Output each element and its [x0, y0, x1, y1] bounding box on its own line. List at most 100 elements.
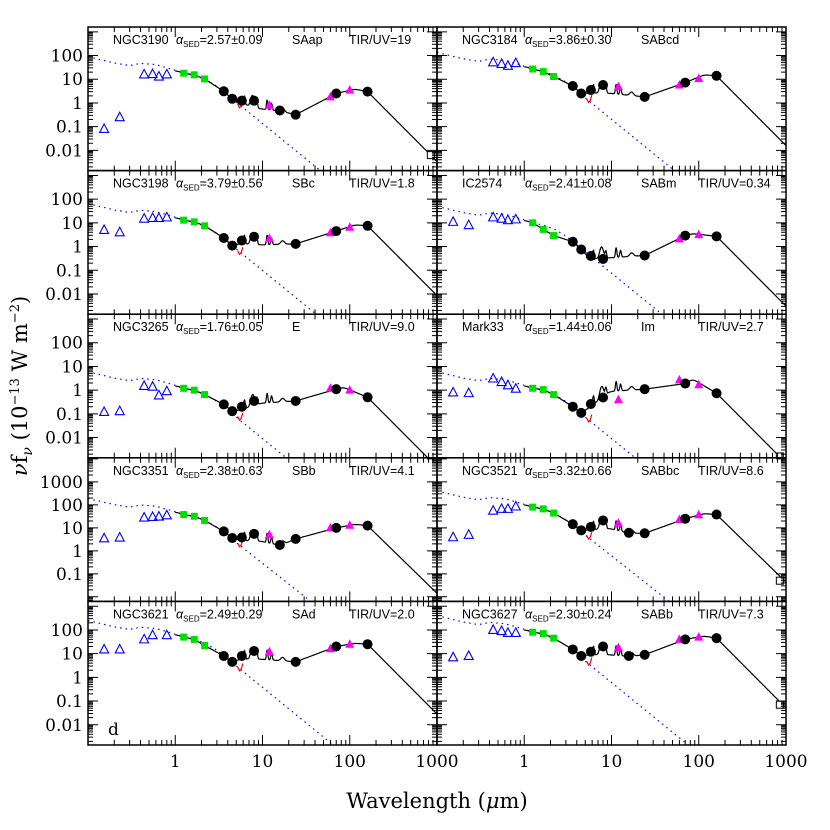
- spitzer-point: [567, 401, 578, 412]
- spitzer-point: [331, 226, 342, 237]
- galaxy-name: NGC3351: [113, 464, 169, 478]
- tir-uv-ratio: TIR/UV=7.3: [698, 607, 764, 621]
- axis-ticks: [87, 170, 438, 315]
- nir-point: [190, 218, 198, 226]
- alpha-sed-label: αSED=2.30±0.24: [525, 607, 611, 623]
- spitzer-point: [639, 528, 650, 539]
- uv-optical-point: [153, 211, 165, 223]
- tir-uv-ratio: TIR/UV=2.0: [349, 607, 415, 621]
- panel-frame: [87, 26, 438, 172]
- panel-frame: [87, 313, 438, 459]
- nir-point: [529, 503, 537, 511]
- plot-area: [437, 371, 784, 458]
- y-tick-label: 1: [72, 94, 83, 114]
- iras-point: [613, 81, 623, 91]
- nir-point: [550, 634, 558, 642]
- alpha-sed-label: αSED=2.57±0.09: [176, 33, 262, 49]
- spitzer-point: [362, 520, 373, 531]
- spitzer-point: [218, 86, 229, 97]
- axis-ticks: [436, 314, 787, 458]
- y-tick-label: 0.1: [56, 565, 83, 585]
- galaxy-name: NGC3621: [113, 607, 169, 621]
- uv-optical-point: [447, 531, 459, 542]
- uv-optical-point: [147, 380, 159, 391]
- spitzer-point: [249, 95, 260, 106]
- alpha-sed-label: αSED=1.44±0.06: [525, 320, 611, 336]
- axis-ticks: [436, 170, 787, 315]
- spitzer-point: [576, 525, 587, 536]
- uv-optical-point: [496, 375, 508, 387]
- uv-optical-point: [502, 59, 514, 70]
- sed-panel-IC2574: IC2574 αSED=2.41±0.08 SABm TIR/UV=0.34: [436, 169, 787, 315]
- sed-panel-NGC3627: NGC3627 αSED=2.30±0.24 SABb TIR/UV=7.3 1 10 10…: [436, 600, 808, 772]
- spitzer-point: [236, 95, 247, 106]
- spitzer-point: [623, 650, 634, 661]
- x-tick-label: 100: [334, 752, 366, 772]
- y-tick-label: 1: [72, 668, 83, 688]
- submm-point: [775, 452, 784, 458]
- stellar-model-curve: [437, 205, 663, 315]
- y-tick-label: 0.01: [45, 429, 83, 449]
- spitzer-point: [639, 250, 650, 261]
- iras-point: [264, 529, 274, 539]
- y-tick-label: 10: [61, 519, 83, 539]
- spitzer-point: [236, 532, 247, 543]
- axis-ticks: [87, 27, 438, 171]
- stellar-model-curve: [88, 619, 335, 746]
- spitzer-point: [680, 378, 691, 389]
- spitzer-point: [567, 519, 578, 530]
- sed-model-curve: [175, 385, 429, 458]
- spitzer-point: [227, 656, 238, 667]
- uv-optical-point: [114, 111, 126, 122]
- morphology-type: SABcd: [641, 33, 679, 47]
- y-tick-label: 100: [51, 496, 83, 516]
- spitzer-point: [711, 70, 722, 81]
- spitzer-point: [218, 650, 229, 661]
- spitzer-point: [227, 93, 238, 104]
- sed-model-curve: [175, 511, 437, 595]
- uv-optical-point: [153, 510, 165, 521]
- spitzer-point: [576, 650, 587, 661]
- stellar-model-curve: [88, 203, 318, 315]
- panel-frame: [436, 313, 787, 459]
- uv-optical-point: [487, 504, 499, 515]
- stellar-model-curve: [437, 371, 637, 458]
- x-tick-label: 1000: [764, 752, 807, 772]
- y-tick-label: 100: [51, 47, 83, 67]
- spitzer-point: [290, 238, 301, 249]
- morphology-type: SBb: [292, 464, 316, 478]
- iras-point: [613, 518, 623, 527]
- spitzer-point: [598, 253, 609, 264]
- spitzer-point: [680, 634, 691, 645]
- nir-point: [201, 642, 209, 650]
- nir-point: [190, 512, 198, 520]
- sed-panel-Mark33: Mark33 αSED=1.44±0.06 Im TIR/UV=2.7: [436, 313, 787, 459]
- uv-optical-point: [153, 70, 165, 81]
- iras-point: [345, 385, 355, 394]
- stellar-model-curve: [88, 371, 288, 458]
- alt-model-segment: [237, 663, 244, 672]
- spitzer-point: [576, 244, 587, 255]
- uv-optical-point: [510, 500, 522, 511]
- tir-uv-ratio: TIR/UV=8.6: [698, 464, 764, 478]
- iras-point: [264, 233, 274, 242]
- morphology-type: SABb: [641, 607, 673, 621]
- spitzer-point: [249, 395, 260, 406]
- alpha-sed-label: αSED=2.38±0.63: [176, 464, 262, 480]
- spitzer-point: [290, 656, 301, 667]
- y-tick-label: 0.1: [56, 692, 83, 712]
- iras-point: [345, 85, 355, 94]
- y-tick-label: 10: [61, 645, 83, 665]
- alt-model-segment: [237, 247, 244, 256]
- alpha-sed-label: αSED=2.41±0.08: [525, 177, 611, 193]
- galaxy-name: NGC3184: [462, 33, 518, 47]
- y-tick-label: 0.01: [45, 716, 83, 736]
- uv-optical-point: [161, 385, 173, 396]
- galaxy-name: NGC3265: [113, 320, 169, 334]
- nir-point: [201, 222, 209, 230]
- alt-model-segment: [586, 531, 593, 541]
- nir-point: [550, 73, 558, 81]
- sed-model-curve: [524, 220, 786, 307]
- spitzer-point: [585, 250, 596, 261]
- panel-grid: NGC3190 αSED=2.57±0.09 SAap TIR/UV=19 100 10 1…: [40, 26, 808, 772]
